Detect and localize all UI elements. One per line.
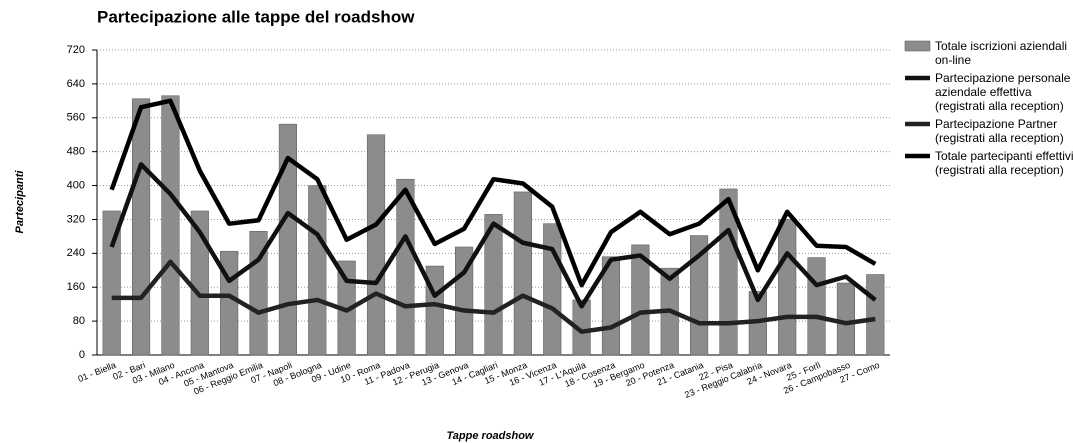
legend-label: Partecipazione Partner (registrati alla … [935, 117, 1064, 145]
legend-label: Partecipazione personale aziendale effet… [935, 71, 1071, 113]
bar [836, 282, 856, 356]
bar [102, 210, 121, 356]
bar [778, 219, 797, 356]
bar [543, 223, 562, 356]
bar [866, 274, 885, 356]
line [111, 259, 876, 334]
bar [807, 257, 826, 356]
bar [308, 185, 327, 356]
bar [631, 244, 650, 356]
bar [131, 98, 151, 356]
bar [601, 256, 621, 356]
bar [366, 134, 386, 356]
y-tick-label: 240 [67, 247, 85, 259]
legend-swatch [904, 40, 931, 52]
y-tick-label: 160 [67, 281, 85, 293]
y-tick-label: 560 [67, 112, 85, 124]
y-tick-label: 320 [67, 213, 85, 225]
legend-label: Totale iscrizioni aziendali on-line [935, 39, 1068, 67]
chart-title: Partecipazione alle tappe del roadshow [97, 7, 415, 26]
line [109, 98, 877, 288]
bar [513, 191, 532, 356]
y-tick-label: 400 [67, 179, 85, 191]
bar [161, 95, 180, 356]
y-tick-label: 480 [67, 146, 85, 158]
legend-label: Totale partecipanti effettivi (registrat… [935, 149, 1073, 177]
y-tick-label: 0 [79, 349, 85, 361]
bar [278, 123, 297, 356]
line [109, 162, 877, 309]
bar [719, 188, 738, 356]
y-tick-label: 80 [73, 315, 85, 327]
y-tick-label: 720 [67, 44, 85, 56]
x-axis-title: Tappe roadshow [447, 430, 535, 442]
bar [484, 214, 503, 356]
bar [396, 178, 415, 356]
y-tick-label: 640 [67, 78, 85, 90]
y-axis-title: Partecipanti [14, 170, 26, 234]
